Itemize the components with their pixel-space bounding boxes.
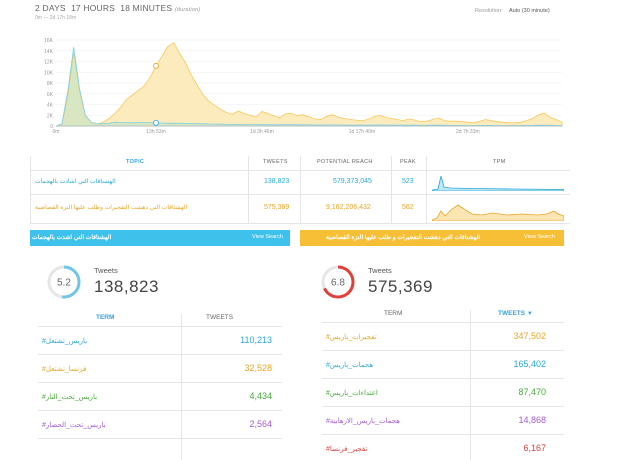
duration-range: 0m — 2d 17h 18m <box>35 15 77 21</box>
x-tick-label: 13h 53m <box>146 129 165 135</box>
panel-left: View Search الهشتاقات التي اشدت بالهجمات… <box>30 230 290 460</box>
tpm-header: TPM <box>493 159 506 165</box>
term-name[interactable]: #هجمات_باريس_الارهابية <box>326 418 400 425</box>
gauge-value: 6.8 <box>331 278 345 289</box>
topic-tweets: 575,369 <box>264 204 290 211</box>
y-tick-label: 6K <box>47 92 54 98</box>
tweets-stat: 5.2 Tweets 138,823 <box>46 264 286 308</box>
hover-marker <box>153 62 159 69</box>
term-count: 165,402 <box>513 359 546 369</box>
tweets-count: 575,369 <box>368 277 433 296</box>
panel-right-header: View Search الهشتاقات التي دهشت التفجيرا… <box>300 230 564 246</box>
panel-left-title: الهشتاقات التي اشدت بالهجمات <box>32 235 112 241</box>
sentiment-gauge: 5.2 <box>47 265 81 299</box>
topic-table: TOPIC TWEETS POTENTIAL REACH PEAK TPM ال… <box>30 156 570 224</box>
y-tick-label: 10K <box>44 70 54 76</box>
peak-header: PEAK <box>400 159 416 165</box>
tweets-header[interactable]: TWEETS ▼ <box>498 310 533 317</box>
term-name[interactable]: #تفجيرات_باريس <box>326 334 377 341</box>
y-tick-label: 12K <box>44 60 54 66</box>
panel-left-header: View Search الهشتاقات التي اشدت بالهجمات <box>30 230 290 246</box>
term-count: 347,502 <box>513 331 546 341</box>
tweets-label: Tweets <box>94 266 118 275</box>
x-tick-label: 0m <box>53 129 60 135</box>
term-count: 2,564 <box>249 419 272 429</box>
y-tick-label: 8K <box>47 81 54 87</box>
term-count: 87,470 <box>518 387 546 397</box>
term-count: 110,213 <box>240 335 272 345</box>
topic-header: TOPIC <box>126 159 145 165</box>
tpm-sparkline <box>432 204 564 221</box>
resolution-select[interactable]: Auto (30 minute) <box>509 8 550 14</box>
term-name[interactable]: #هجمات_باريس <box>326 362 374 369</box>
series-area <box>55 42 563 127</box>
term-name[interactable]: #باريس_تحت_الحصار <box>42 422 106 429</box>
series-area <box>55 46 563 127</box>
view-search-link[interactable]: View Search <box>524 234 555 240</box>
y-tick-label: 16K <box>44 38 54 44</box>
panel-right: View Search الهشتاقات التي دهشت التفجيرا… <box>300 230 564 460</box>
hover-marker <box>153 119 159 126</box>
panel-right-title: الهشتاقات التي دهشت التفجيرات و طلب عليه… <box>326 235 480 241</box>
term-count: 4,434 <box>249 391 272 401</box>
tweets-header: TWEETS <box>263 159 288 165</box>
tweets-stat: 6.8 Tweets 575,369 <box>320 264 560 308</box>
term-name[interactable]: #باريس_تشتعل <box>42 338 88 345</box>
term-table-left: TERM TWEETS #باريس_تشتعل 110,213 #فرنسا_… <box>38 314 282 460</box>
term-count: 6,167 <box>523 443 546 453</box>
topic-reach: 579,373,045 <box>333 178 372 185</box>
gauge-value: 5.2 <box>57 278 71 289</box>
term-count: 14,868 <box>518 415 546 425</box>
y-tick-label: 4K <box>47 103 54 109</box>
x-tick-label: 1d 17h 40m <box>349 129 375 135</box>
view-search-link[interactable]: View Search <box>252 234 283 240</box>
term-name[interactable]: #اعتداءات_باريس <box>326 390 378 397</box>
topic-reach: 9,162,206,432 <box>326 204 371 211</box>
term-header: TERM <box>96 314 115 321</box>
y-tick-label: 0 <box>50 124 53 130</box>
topic-row[interactable]: الهشتاقات التي دهشت التفجيرات وطلب عليها… <box>30 194 570 224</box>
tweets-count: 138,823 <box>94 277 159 296</box>
topic-name[interactable]: الهشتاقات التي دهشت التفجيرات وطلب عليها… <box>35 205 188 211</box>
term-name[interactable]: #فرنسا_تشتعل <box>42 366 87 373</box>
tweets-header: TWEETS <box>206 314 234 321</box>
sort-down-icon: ▼ <box>526 311 533 317</box>
y-tick-label: 14K <box>44 49 54 55</box>
topic-name[interactable]: الهشتاقات التي اشادت بالهجمات <box>35 179 116 185</box>
duration: 2 DAYS 17 HOURS 18 MINUTES (duration) <box>35 3 200 13</box>
sentiment-gauge: 6.8 <box>321 265 355 299</box>
term-count: 32,528 <box>244 363 272 373</box>
duration-hours: 17 HOURS <box>70 3 116 13</box>
x-tick-label: 1d 3h 46m <box>250 129 274 135</box>
topic-tweets: 138,823 <box>264 178 290 185</box>
tweets-label: Tweets <box>368 266 392 275</box>
term-name[interactable]: #باريس_تحت_النار <box>42 394 98 401</box>
potential-reach-header: POTENTIAL REACH <box>317 159 373 165</box>
resolution-label: Resolution: <box>475 8 503 14</box>
duration-note: (duration) <box>174 7 201 13</box>
term-header: TERM <box>384 310 403 317</box>
topic-row[interactable]: الهشتاقات التي اشادت بالهجمات 138,823 57… <box>30 170 570 192</box>
tpm-sparkline <box>432 175 564 191</box>
duration-minutes: 18 MINUTES <box>120 3 173 13</box>
term-name[interactable]: #تفجير_فرنسا <box>326 446 368 453</box>
topic-peak: 523 <box>402 178 414 185</box>
topic-peak: 562 <box>402 204 414 211</box>
duration-days: 2 DAYS <box>35 3 66 13</box>
header: 2 DAYS 17 HOURS 18 MINUTES (duration) 0m… <box>0 0 624 26</box>
x-tick-label: 2d 7h 33m <box>456 129 480 135</box>
y-tick-label: 2K <box>47 113 54 119</box>
tweet-volume-chart: 0 2K 4K 6K 8K 10K 12K 14K 16K 0m 13h 53m 1d 3h 46m 1… <box>44 38 563 135</box>
term-table-right: TERM TWEETS ▼ #تفجيرات_باريس 347,502 #هج… <box>322 310 564 460</box>
